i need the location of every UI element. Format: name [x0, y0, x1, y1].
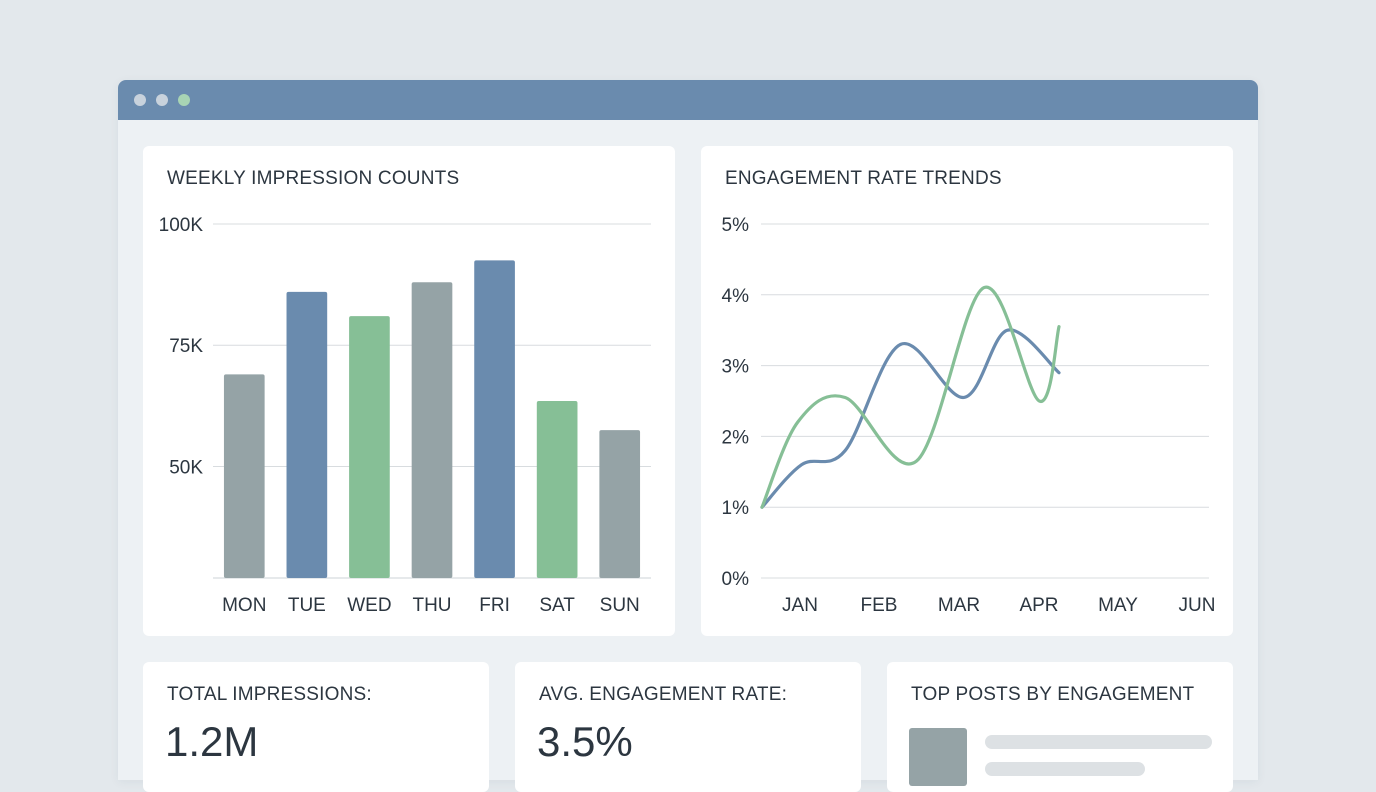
line-y-tick-label: 3%	[722, 357, 750, 378]
kpi-value: 1.2M	[165, 718, 259, 765]
bar-x-tick-label: SAT	[539, 595, 575, 616]
bar-y-tick-label: 50K	[169, 457, 203, 478]
window-control-dot[interactable]	[134, 94, 146, 106]
line-x-tick-label: MAY	[1098, 595, 1138, 616]
kpi-label: TOTAL IMPRESSIONS:	[167, 684, 372, 705]
line-x-tick-label: JUN	[1179, 595, 1216, 616]
bar-y-tick-label: 100K	[159, 215, 204, 236]
bar-x-tick-label: FRI	[479, 595, 510, 616]
kpi-value: 3.5%	[537, 718, 633, 765]
line-y-tick-label: 4%	[722, 286, 750, 307]
bar-x-tick-label: MON	[222, 595, 266, 616]
engagement-series-line-1[interactable]	[760, 328, 1061, 509]
line-x-tick-label: JAN	[782, 595, 818, 616]
line-x-tick-label: MAR	[938, 595, 980, 616]
line-y-tick-label: 1%	[722, 498, 750, 519]
top-posts-card: TOP POSTS BY ENGAGEMENT	[887, 662, 1233, 792]
weekly-impressions-card: WEEKLY IMPRESSION COUNTS 50K 75K 100K MON TU…	[143, 146, 675, 636]
bar-x-tick-label: TUE	[288, 595, 326, 616]
line-y-tick-label: 0%	[722, 569, 750, 590]
weekly-impressions-bar-chart: 50K 75K 100K MON TUE WED THU FRI SAT SUN	[159, 215, 651, 616]
engagement-trends-card: ENGAGEMENT RATE TRENDS 0% 1% 2% 3% 4% 5% JAN FE…	[701, 146, 1233, 636]
post-subtitle-placeholder	[985, 762, 1145, 776]
bar-x-tick-label: SUN	[600, 595, 640, 616]
line-y-tick-label: 2%	[722, 427, 750, 448]
line-x-tick-label: FEB	[861, 595, 898, 616]
bar-mon[interactable]	[223, 374, 265, 578]
bar-sat[interactable]	[536, 401, 578, 578]
post-thumbnail[interactable]	[909, 728, 967, 786]
bar-thu[interactable]	[411, 282, 453, 578]
kpi-label: AVG. ENGAGEMENT RATE:	[539, 684, 788, 705]
line-y-tick-label: 5%	[722, 215, 750, 236]
top-posts-title: TOP POSTS BY ENGAGEMENT	[911, 684, 1195, 705]
bar-y-tick-label: 75K	[169, 336, 203, 357]
window-titlebar	[118, 80, 1258, 120]
dashboard-window: WEEKLY IMPRESSION COUNTS 50K 75K 100K MON TU…	[118, 80, 1258, 792]
window-control-dot[interactable]	[178, 94, 190, 106]
bar-chart-title: WEEKLY IMPRESSION COUNTS	[167, 168, 460, 189]
bar-fri[interactable]	[474, 260, 515, 578]
line-chart-title: ENGAGEMENT RATE TRENDS	[725, 168, 1002, 189]
line-x-tick-label: APR	[1019, 595, 1058, 616]
bar-wed[interactable]	[349, 316, 390, 578]
bar-x-tick-label: WED	[347, 595, 391, 616]
post-title-placeholder	[985, 735, 1212, 749]
total-impressions-card: TOTAL IMPRESSIONS: 1.2M	[143, 662, 489, 792]
avg-engagement-card: AVG. ENGAGEMENT RATE: 3.5%	[515, 662, 861, 792]
engagement-series-line-2[interactable]	[760, 285, 1061, 509]
bar-sun[interactable]	[599, 430, 641, 578]
bar-tue[interactable]	[286, 291, 328, 578]
bar-x-tick-label: THU	[412, 595, 451, 616]
engagement-rate-line-chart: 0% 1% 2% 3% 4% 5% JAN FEB MAR APR MAY JUN	[722, 215, 1216, 616]
window-control-dot[interactable]	[156, 94, 168, 106]
